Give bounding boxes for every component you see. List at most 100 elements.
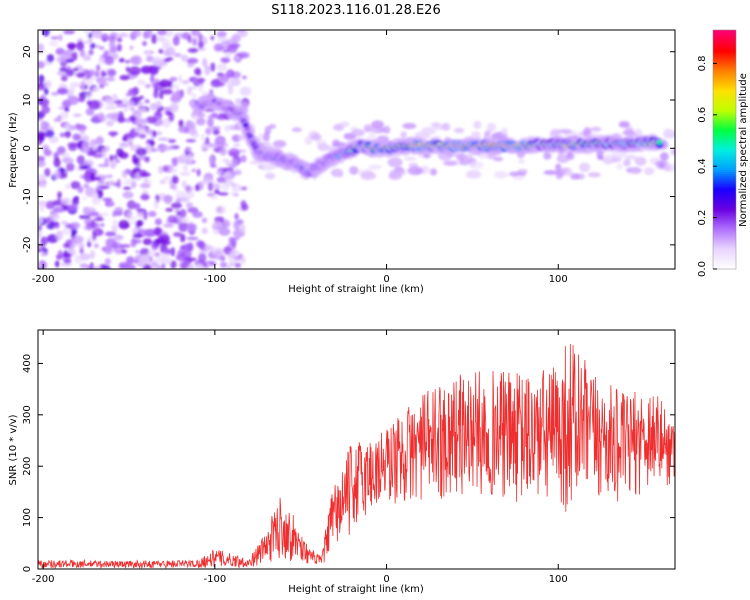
spectral-cell (118, 58, 125, 63)
spectrogram-heatmap (38, 30, 675, 269)
x-tick-label: 100 (549, 274, 568, 285)
colorbar-segment (713, 189, 736, 192)
spectral-cell (100, 70, 106, 78)
colorbar-segment (713, 101, 736, 105)
spectral-cell (95, 136, 104, 145)
colorbar-segment (713, 39, 736, 43)
spectral-cell (109, 160, 117, 169)
spectral-cell (172, 35, 180, 46)
spectral-cell (441, 122, 451, 131)
spectral-cell (125, 100, 136, 107)
spectral-cell (153, 199, 159, 210)
spectral-cell (81, 196, 88, 201)
spectral-cell (234, 213, 239, 220)
spectral-cell (138, 169, 148, 178)
colorbar-segment (713, 179, 736, 182)
spectral-cell (407, 166, 423, 176)
spectral-cell (112, 210, 117, 217)
colorbar: 0.0 0.2 0.4 0.6 0.8 Normalized spectral ampl… (697, 29, 749, 277)
spectral-cell (100, 33, 110, 42)
spectral-cell (212, 221, 221, 226)
figure-title: S118.2023.116.01.28.E26 (271, 3, 440, 18)
spectral-cell (224, 126, 232, 131)
spectral-cell (197, 40, 204, 49)
spectral-cell (170, 247, 176, 257)
y-tick-label: 10 (22, 94, 33, 107)
spectral-cell (68, 144, 78, 152)
spectral-cell (423, 154, 431, 159)
colorbar-segment (713, 55, 736, 59)
spectral-cell (109, 154, 114, 162)
spectral-cell (181, 79, 190, 85)
colorbar-segment (713, 157, 736, 161)
spectral-cell (222, 219, 231, 228)
spectral-cell (73, 196, 80, 200)
spectral-cell (239, 86, 252, 96)
spectral-cell (127, 211, 132, 221)
colorbar-segment (713, 257, 736, 260)
spectral-cell (140, 193, 150, 201)
spectral-cell (197, 253, 207, 263)
spectral-cell (129, 115, 136, 122)
spectral-cell (178, 92, 183, 99)
spectral-cell (190, 112, 198, 120)
spectral-cell (43, 80, 52, 89)
spectral-cell (85, 107, 95, 116)
spectral-cell (64, 130, 72, 138)
spectral-cell (171, 175, 179, 185)
spectral-cell (83, 183, 90, 189)
colorbar-segment (713, 183, 736, 186)
colorbar-segment (713, 159, 736, 163)
spectral-cell (662, 163, 675, 172)
colorbar-segment (713, 235, 736, 238)
spectral-cell (105, 105, 117, 110)
spectral-cell (469, 160, 484, 170)
spectral-cell (517, 168, 528, 174)
spectral-cell (197, 47, 207, 51)
x-tick-label: 100 (549, 574, 568, 585)
colorbar-segment (713, 33, 736, 37)
spectral-cell (151, 33, 158, 44)
spectral-cell (118, 111, 124, 120)
colorbar-segment (713, 255, 736, 258)
spectral-cell (201, 227, 208, 235)
spectral-cell (56, 70, 67, 76)
colorbar-segment (713, 229, 736, 232)
spectral-cell (170, 219, 180, 223)
spectral-cell (241, 75, 247, 80)
spectral-cell (107, 179, 117, 186)
spectral-cell (77, 185, 84, 194)
spectral-cell (226, 44, 238, 54)
spectral-cell (443, 160, 458, 166)
colorbar-segment (713, 243, 736, 246)
spectral-cell (182, 164, 189, 172)
spectral-cell (207, 182, 214, 192)
spectral-cell (610, 156, 622, 163)
spectral-cell (543, 170, 559, 175)
spectral-cell (72, 235, 84, 244)
spectral-cell (493, 156, 504, 162)
colorbar-segment (713, 197, 736, 200)
colorbar-segment (713, 173, 736, 176)
spectral-cell (59, 132, 66, 138)
colorbar-segment (713, 247, 736, 250)
colorbar-segment (713, 237, 736, 240)
spectral-cell (187, 48, 199, 53)
spectral-cell (224, 51, 232, 58)
colorbar-segment (713, 103, 736, 107)
spectral-cell (142, 40, 148, 47)
spectral-cell (118, 151, 129, 159)
spectral-cell (186, 236, 199, 241)
spectral-cell (634, 156, 647, 166)
colorbar-segment (713, 265, 736, 268)
spectral-cell (50, 91, 59, 96)
spectral-cell (169, 102, 179, 113)
spectral-cell (473, 120, 482, 130)
colorbar-segment (713, 111, 736, 115)
spectral-cell (235, 98, 242, 105)
snr-y-label: SNR (10 * v/v) (8, 414, 19, 485)
spectral-cell (38, 84, 46, 91)
spectral-cell (106, 174, 114, 179)
spectral-cell (118, 219, 130, 230)
spectral-cell (158, 79, 171, 87)
